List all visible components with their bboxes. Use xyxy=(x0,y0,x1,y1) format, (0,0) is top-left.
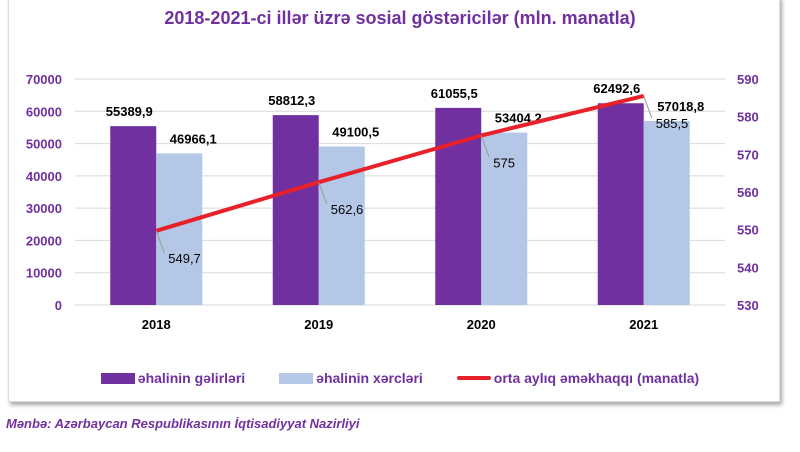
chart-plot: 0 10000 20000 30000 40000 50000 60000 70000 530 5… xyxy=(26,72,759,332)
bar-income xyxy=(597,103,644,305)
leader-line xyxy=(155,230,165,253)
left-tick-label: 50000 xyxy=(26,137,62,152)
legend-swatch-expenses xyxy=(279,372,314,384)
bar-expenses xyxy=(481,132,528,305)
legend-label: əhalinin xərcləri xyxy=(316,370,423,386)
data-label-wage: 549,7 xyxy=(168,251,201,266)
data-label-income: 55389,9 xyxy=(106,104,153,119)
right-tick-label: 530 xyxy=(737,298,759,313)
right-tick-label: 540 xyxy=(737,260,759,275)
leader-line xyxy=(318,182,328,205)
source-note: Mənbə: Azərbaycan Respublikasının İqtisa… xyxy=(6,416,360,431)
x-tick-label: 2021 xyxy=(629,317,658,332)
legend-label: orta aylıq əməkhaqqı (manatla) xyxy=(493,370,700,386)
bar-income xyxy=(110,126,157,305)
legend-label: əhalinin gəlirləri xyxy=(137,370,246,386)
x-tick-label: 2018 xyxy=(142,317,171,332)
right-tick-label: 560 xyxy=(737,185,759,200)
data-label-wage: 562,6 xyxy=(331,202,364,217)
data-label-income: 58812,3 xyxy=(268,93,315,108)
legend-item-expenses: əhalinin xərcləri xyxy=(279,370,423,386)
left-tick-label: 40000 xyxy=(26,169,62,184)
x-tick-label: 2019 xyxy=(304,317,333,332)
left-tick-label: 30000 xyxy=(26,201,62,216)
right-tick-label: 570 xyxy=(737,147,759,162)
legend-item-income: əhalinin gəlirləri xyxy=(100,370,246,386)
data-label-expenses: 46966,1 xyxy=(170,131,217,146)
data-label-income: 62492,6 xyxy=(593,81,640,96)
x-tick-label: 2020 xyxy=(467,317,496,332)
right-tick-label: 550 xyxy=(737,223,759,238)
left-tick-label: 20000 xyxy=(26,233,62,248)
leader-line xyxy=(643,95,653,119)
line-wage xyxy=(155,94,645,233)
left-tick-label: 70000 xyxy=(26,72,62,87)
left-tick-label: 60000 xyxy=(26,104,62,119)
legend: əhalinin gəlirləri əhalinin xərcləri ort… xyxy=(0,370,800,386)
data-label-wage: 575 xyxy=(493,156,515,171)
data-label-income: 61055,5 xyxy=(431,86,478,101)
data-label-expenses: 57018,8 xyxy=(657,99,704,114)
legend-swatch-income xyxy=(100,372,135,384)
data-label-expenses: 49100,5 xyxy=(332,124,379,139)
right-tick-label: 580 xyxy=(737,110,759,125)
leader-line xyxy=(480,135,490,158)
left-tick-label: 10000 xyxy=(26,266,62,281)
data-label-wage: 585,5 xyxy=(656,116,689,131)
chart-title: 2018-2021-ci illər üzrə sosial göstərici… xyxy=(164,8,636,28)
left-tick-label: 0 xyxy=(55,298,62,313)
bar-income xyxy=(272,115,319,305)
bar-expenses xyxy=(643,120,690,305)
legend-item-wage: orta aylıq əməkhaqqı (manatla) xyxy=(456,370,700,386)
right-tick-label: 590 xyxy=(737,72,759,87)
legend-swatch-wage xyxy=(456,376,491,380)
